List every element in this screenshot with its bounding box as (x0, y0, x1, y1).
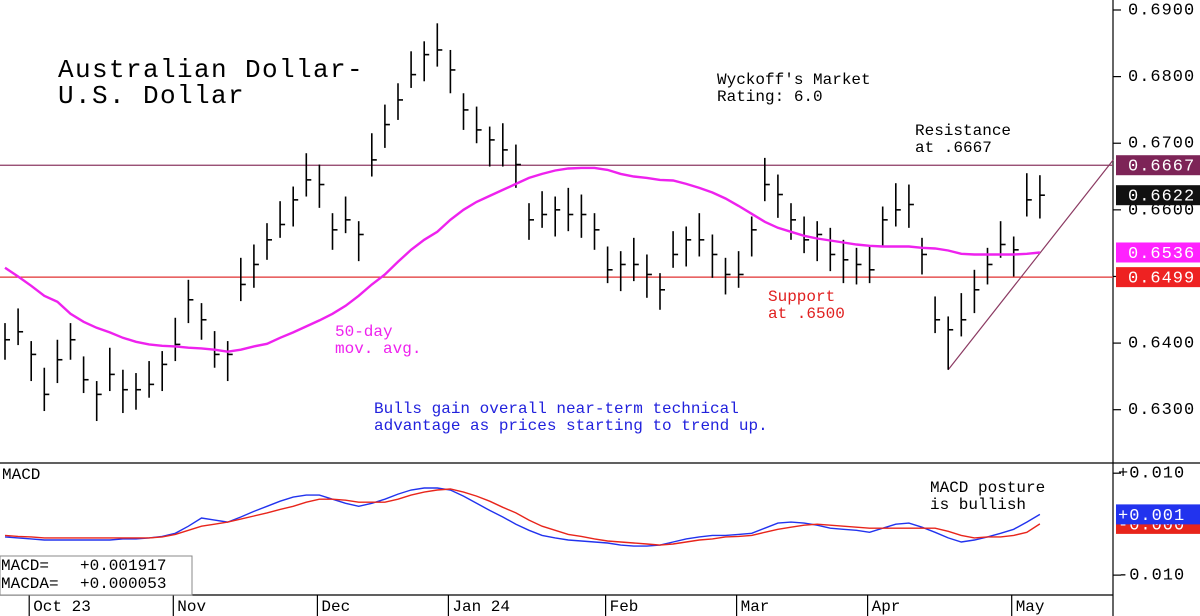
price-tag-label: 0.6536 (1128, 245, 1195, 264)
macd-line (4, 488, 1041, 546)
y-tick-label: 0.6700 (1128, 135, 1195, 154)
x-tick-label: Apr (872, 598, 901, 616)
annotation: at .6500 (768, 305, 845, 323)
y-tick-label: +0.010 (1118, 465, 1185, 484)
y-tick-label: 0.6400 (1128, 335, 1195, 354)
x-tick-label: Oct 23 (33, 598, 91, 616)
y-tick-label: 0.6300 (1128, 401, 1195, 420)
legend-value: +0.001917 (80, 557, 166, 575)
legend-value: +0.000053 (80, 575, 166, 593)
price-tag-label: 0.6667 (1128, 158, 1195, 177)
y-tick-label: 0.6600 (1128, 201, 1195, 220)
annotation: Wyckoff's Market (717, 71, 871, 89)
annotation: is bullish (930, 496, 1026, 514)
annotation: 50-day (335, 323, 393, 341)
x-tick-label: Dec (321, 598, 350, 616)
legend-name: MACD= (1, 557, 49, 575)
legend-box (0, 555, 193, 596)
annotation: advantage as prices starting to trend up… (374, 417, 768, 435)
chart-title: Australian Dollar- (58, 55, 364, 85)
panel-title: MACD (2, 466, 40, 484)
annotation: Resistance (915, 122, 1011, 140)
annotation: Bulls gain overall near-term technical (374, 400, 739, 418)
annotation: mov. avg. (335, 340, 421, 358)
annotation: MACD posture (930, 479, 1045, 497)
x-tick-label: Mar (741, 598, 770, 616)
x-tick-label: Nov (177, 598, 206, 616)
annotation: Support (768, 288, 835, 306)
annotation: Rating: 6.0 (717, 88, 823, 106)
trend-line (947, 159, 1114, 371)
chart-title: U.S. Dollar (58, 81, 245, 111)
price-tag (1116, 504, 1200, 525)
moving-average (4, 166, 1041, 353)
price-tag-label: +0.001 (1118, 507, 1185, 526)
x-tick-label: May (1016, 598, 1045, 616)
price-tag-label: 0.6622 (1128, 188, 1195, 207)
annotation: at .6667 (915, 139, 992, 157)
y-tick-label: 0.6900 (1128, 1, 1195, 20)
macd-line (4, 487, 1041, 547)
price-tag (1116, 242, 1200, 263)
price-tag (1116, 267, 1200, 288)
y-tick-label: -0.010 (1118, 567, 1185, 586)
price-tag (1116, 155, 1200, 176)
x-tick-label: Jan 24 (452, 598, 510, 616)
x-tick-label: Feb (610, 598, 639, 616)
legend-name: MACDA= (1, 575, 59, 593)
price-tag (1116, 185, 1200, 206)
price-tag-label: 0.6499 (1128, 270, 1195, 289)
y-tick-label: 0.6800 (1128, 68, 1195, 87)
